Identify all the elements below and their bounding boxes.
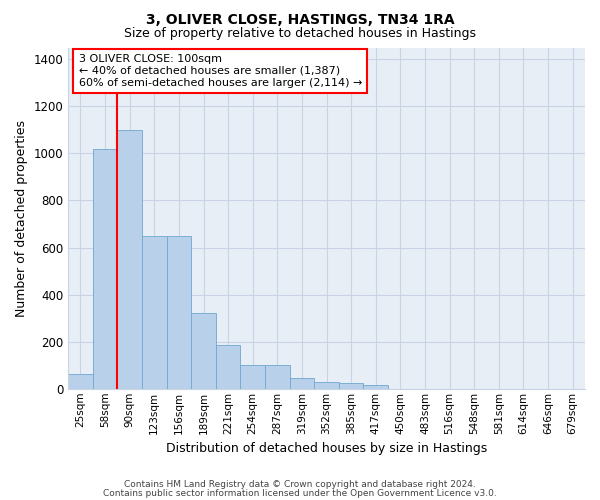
- Bar: [290, 378, 314, 389]
- Text: Contains HM Land Registry data © Crown copyright and database right 2024.: Contains HM Land Registry data © Crown c…: [124, 480, 476, 489]
- Bar: [118, 130, 142, 389]
- Bar: [216, 344, 241, 389]
- X-axis label: Distribution of detached houses by size in Hastings: Distribution of detached houses by size …: [166, 442, 487, 455]
- Bar: [241, 365, 265, 389]
- Bar: [314, 382, 339, 389]
- Bar: [167, 236, 191, 389]
- Text: 3, OLIVER CLOSE, HASTINGS, TN34 1RA: 3, OLIVER CLOSE, HASTINGS, TN34 1RA: [146, 12, 454, 26]
- Bar: [191, 314, 216, 389]
- Bar: [142, 236, 167, 389]
- Bar: [364, 385, 388, 389]
- Text: Size of property relative to detached houses in Hastings: Size of property relative to detached ho…: [124, 28, 476, 40]
- Y-axis label: Number of detached properties: Number of detached properties: [15, 120, 28, 316]
- Bar: [339, 383, 364, 389]
- Text: 3 OLIVER CLOSE: 100sqm
← 40% of detached houses are smaller (1,387)
60% of semi-: 3 OLIVER CLOSE: 100sqm ← 40% of detached…: [79, 54, 362, 88]
- Bar: [93, 148, 118, 389]
- Bar: [68, 374, 93, 389]
- Text: Contains public sector information licensed under the Open Government Licence v3: Contains public sector information licen…: [103, 489, 497, 498]
- Bar: [265, 365, 290, 389]
